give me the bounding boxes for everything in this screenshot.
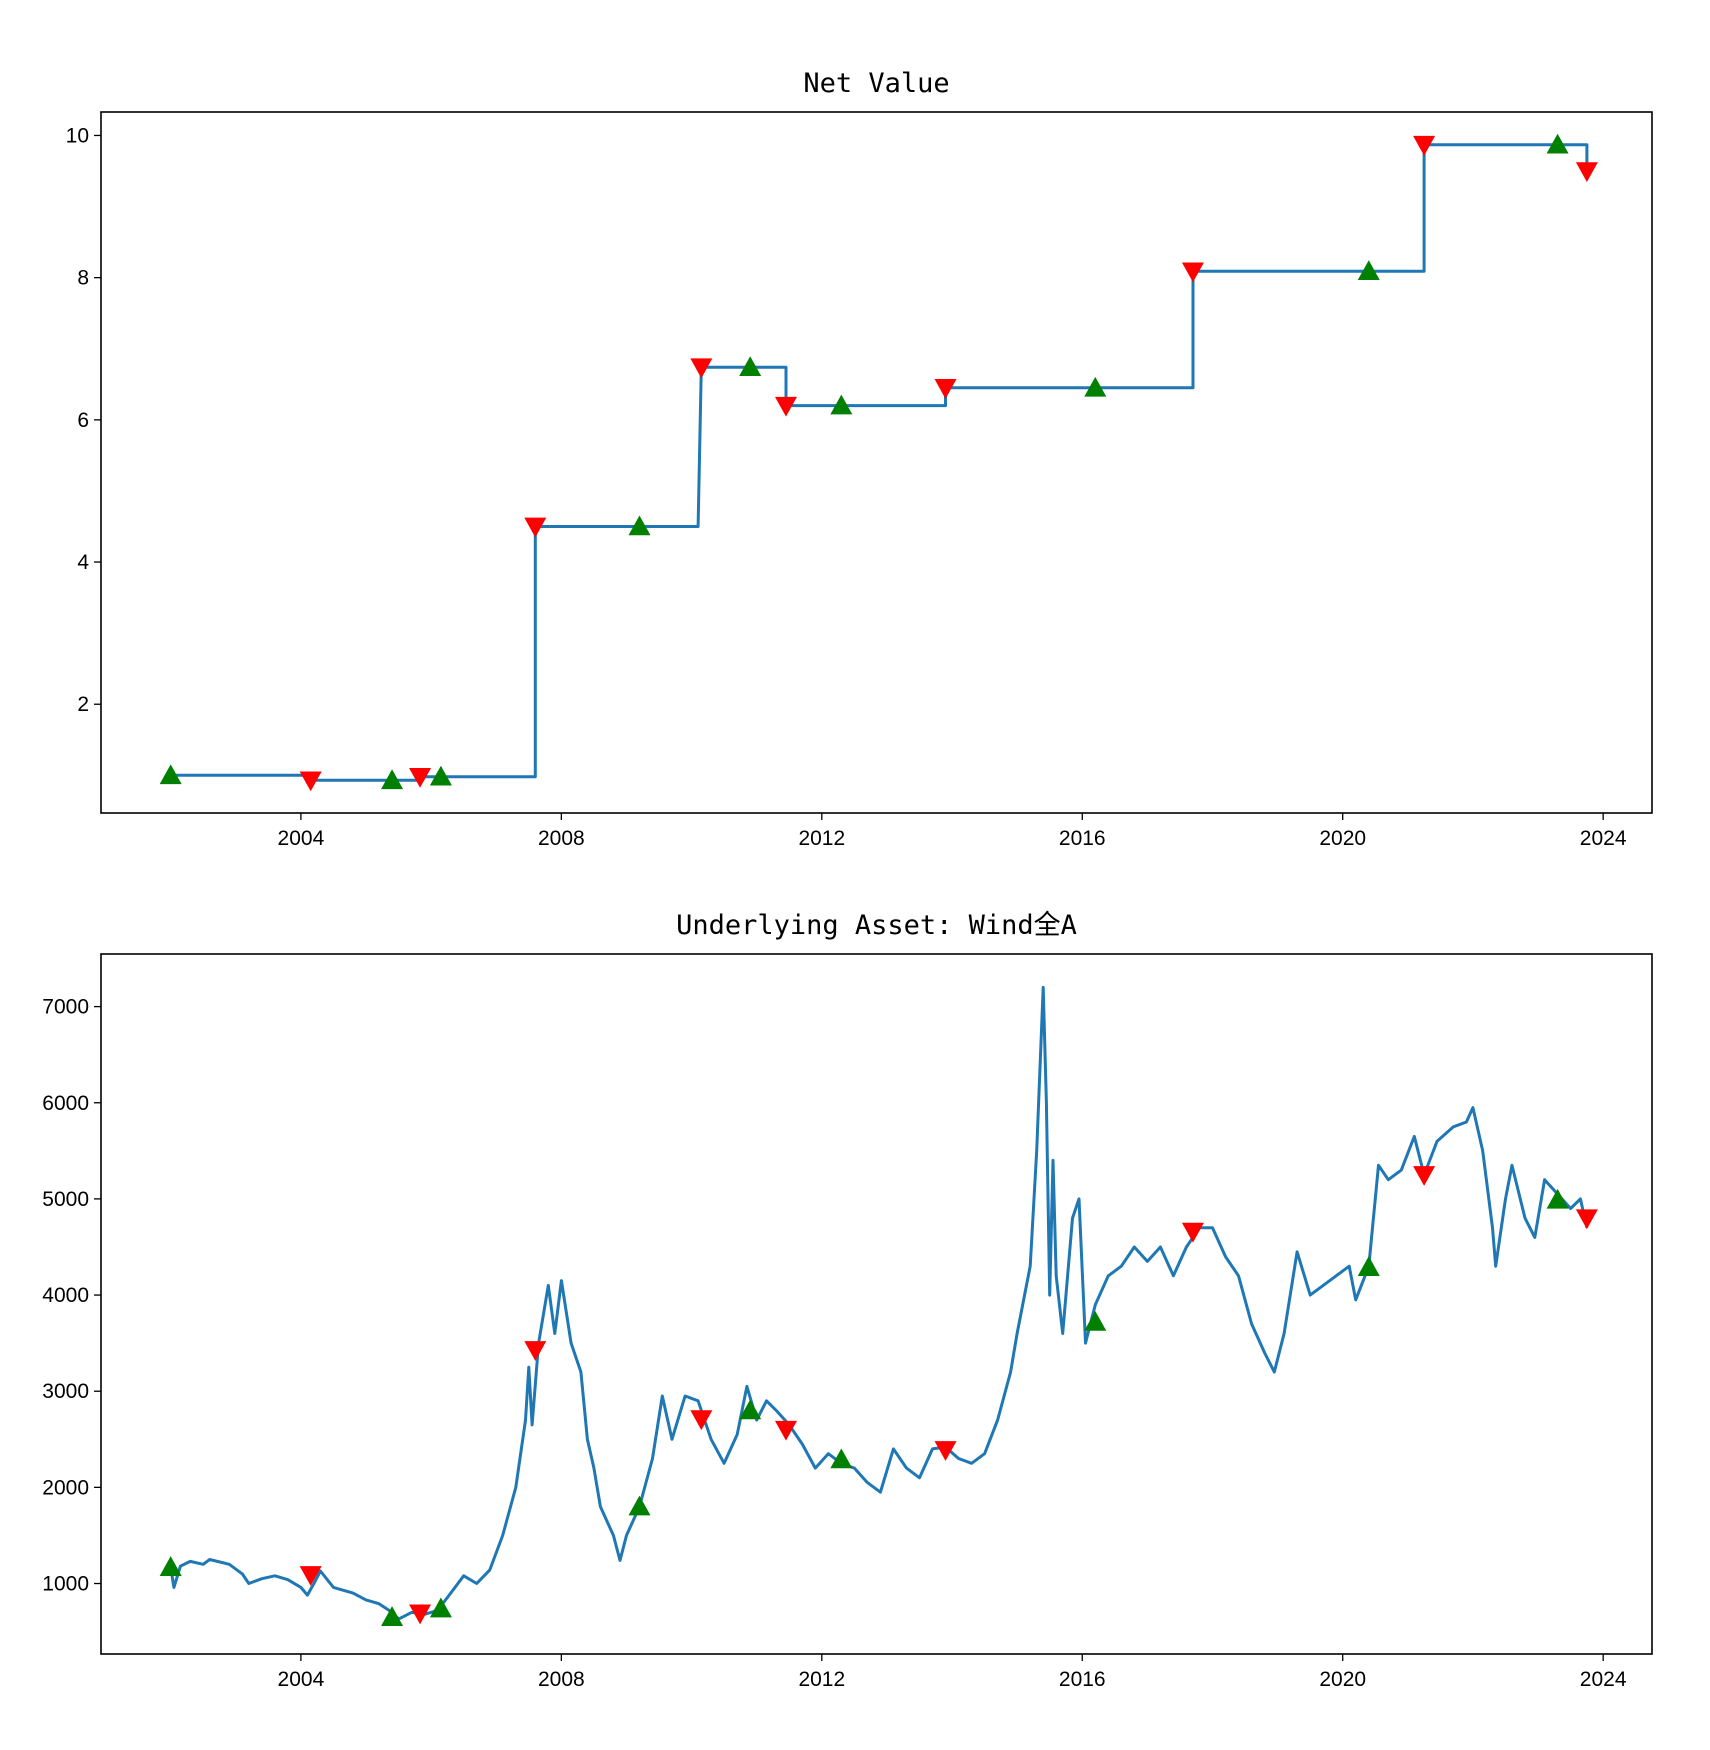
- buy-marker: [628, 515, 651, 536]
- axes-frame: [100, 111, 1653, 814]
- sell-marker: [409, 767, 432, 788]
- y-tick-label: 10: [66, 124, 89, 147]
- chart-title: Net Value: [803, 68, 949, 99]
- sell-marker: [934, 1441, 957, 1461]
- x-tick-label: 2024: [1580, 827, 1627, 850]
- sell-marker: [1413, 135, 1436, 156]
- axes-frame: [100, 953, 1653, 1655]
- buy-marker: [429, 765, 452, 786]
- sell-marker: [299, 1566, 322, 1586]
- sell-marker: [774, 1420, 797, 1441]
- buy-marker: [1084, 1310, 1107, 1331]
- x-tick-label: 2012: [798, 827, 845, 850]
- x-tick-label: 2016: [1059, 1668, 1106, 1691]
- sell-marker: [774, 396, 797, 417]
- sell-marker: [299, 771, 322, 792]
- x-tick-label: 2020: [1319, 827, 1366, 850]
- buy-marker: [1357, 260, 1380, 281]
- x-tick-label: 2008: [538, 827, 585, 850]
- x-tick-label: 2004: [278, 1668, 325, 1691]
- y-tick-label: 4: [77, 551, 89, 574]
- y-tick-label: 2000: [42, 1476, 89, 1499]
- buy-marker: [429, 1597, 452, 1618]
- subplot-0: Net Value 2004 2008 2012 2016 2020 2024 2 4 6 8 10: [66, 68, 1653, 850]
- x-tick-label: 2004: [278, 827, 325, 850]
- chart-title: Underlying Asset: Wind全A: [676, 910, 1077, 941]
- y-tick-label: 4000: [42, 1284, 89, 1307]
- sell-marker: [1413, 1166, 1436, 1186]
- y-tick-label: 2: [77, 693, 89, 716]
- sell-marker: [1181, 262, 1204, 283]
- x-tick-label: 2012: [798, 1668, 845, 1691]
- sell-marker: [1181, 1222, 1204, 1243]
- sell-marker: [524, 517, 547, 538]
- x-tick-label: 2020: [1319, 1668, 1366, 1691]
- sell-marker: [690, 1410, 713, 1431]
- x-tick-label: 2008: [538, 1668, 585, 1691]
- y-tick-label: 6: [77, 409, 89, 432]
- buy-marker: [739, 356, 762, 377]
- buy-marker: [830, 394, 853, 415]
- buy-marker: [159, 1556, 182, 1576]
- x-tick-label: 2024: [1580, 1668, 1627, 1691]
- y-tick-label: 7000: [42, 996, 89, 1019]
- y-tick-label: 1000: [42, 1573, 89, 1596]
- sell-marker: [690, 358, 713, 379]
- y-tick-label: 8: [77, 267, 89, 290]
- y-tick-label: 6000: [42, 1092, 89, 1115]
- y-tick-label: 3000: [42, 1380, 89, 1403]
- sell-marker: [1575, 162, 1598, 183]
- x-tick-label: 2016: [1059, 827, 1106, 850]
- buy-marker: [1546, 1188, 1569, 1209]
- subplot-1: Underlying Asset: Wind全A 2004 2008 2012 2016…: [42, 910, 1653, 1691]
- series-line: [169, 985, 1589, 1621]
- series-line: [170, 143, 1589, 782]
- sell-marker: [934, 379, 957, 399]
- buy-marker: [381, 769, 404, 790]
- sell-marker: [409, 1604, 432, 1625]
- buy-marker: [381, 1606, 404, 1626]
- buy-marker: [1084, 376, 1107, 397]
- buy-marker: [830, 1448, 853, 1469]
- y-tick-label: 5000: [42, 1188, 89, 1211]
- buy-marker: [159, 764, 182, 785]
- buy-marker: [628, 1495, 651, 1516]
- buy-marker: [1357, 1256, 1380, 1276]
- sell-marker: [1575, 1209, 1598, 1230]
- sell-marker: [524, 1341, 547, 1361]
- buy-marker: [1546, 133, 1569, 154]
- buy-marker: [739, 1399, 762, 1420]
